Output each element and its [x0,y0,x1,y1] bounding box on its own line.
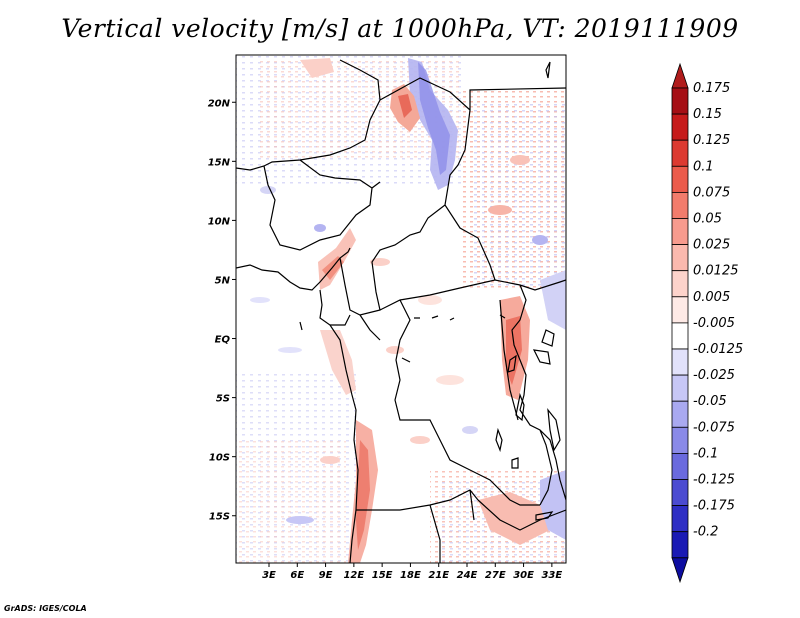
colorbar-swatch [671,87,689,115]
lat-label: EQ [215,335,231,346]
colorbar-swatch [671,479,689,507]
colorbar-swatch [671,218,689,246]
lon-label: 21E [428,570,449,581]
colorbar-swatch [671,400,689,428]
lon-label: 24E [457,570,478,581]
colorbar-swatch [671,505,689,533]
colorbar-label: -0.0125 [693,342,743,357]
lon-axis: 3E 6E 9E 12E 15E 18E 21E 24E 27E 30E 33E [262,563,562,581]
colorbar-swatch [671,139,689,167]
border-nigeria [263,159,381,251]
colorbar-label: 0.005 [693,290,730,305]
colorbar-label: -0.025 [693,368,735,383]
lake-outlines [299,61,561,521]
field-red-east-core [506,316,522,385]
field-red-west-coast [320,330,356,395]
field-red-nw [300,58,334,78]
border-east [499,284,566,506]
lon-label: 6E [290,570,304,581]
credit-label: GrADS: IGES/COLA [4,604,87,613]
lon-label: 33E [541,570,562,581]
lat-label: 15S [209,512,230,523]
lat-axis: 20N 15N 10N 5N EQ 5S 10S 15S [208,98,236,523]
colorbar-label: -0.1 [693,446,718,461]
lon-label: 12E [343,570,364,581]
field-small-blobs [250,155,548,524]
colorbar-bottom-arrow [671,557,689,584]
colorbar-swatch [671,452,689,480]
colorbar-swatch [671,531,689,559]
colorbar-swatch [671,191,689,219]
lat-label: 15N [208,157,231,168]
border-central [330,257,566,506]
lon-label: 15E [372,570,393,581]
colorbar-swatch [671,113,689,141]
colorbar-label: 0.0125 [693,264,739,279]
lon-label: 9E [319,570,333,581]
map-frame [235,54,567,564]
velocity-field [236,55,566,563]
field-blue-streak-core [418,62,450,175]
lat-label: 10S [209,453,230,464]
border-north [236,59,566,311]
colorbar-label: 0.025 [693,238,730,253]
lat-label: 20N [208,98,231,109]
colorbar-labels: 0.175 0.15 0.125 0.1 0.075 0.05 0.025 0.0125 0.0… [693,81,743,540]
colorbar-label: -0.075 [693,420,735,435]
colorbar-label: 0.075 [693,185,730,200]
field-red-sw-coast-core [356,440,370,550]
lon-label: 18E [400,570,421,581]
lat-label: 5S [216,394,230,405]
field-red-north-core [398,94,412,118]
colorbar-label: 0.1 [693,159,714,174]
field-blue-east [540,270,566,330]
colorbar-swatch [671,322,689,350]
colorbar-swatches [671,62,689,584]
colorbar-label: 0.15 [693,107,722,122]
colorbar-label: 0.125 [693,133,730,148]
colorbar-swatch [671,270,689,298]
colorbar-swatch [671,348,689,376]
colorbar-label: -0.125 [693,473,735,488]
chart-title: Vertical velocity [m/s] at 1000hPa, VT: … [61,14,739,43]
colorbar-top-arrow [671,62,689,89]
lon-label: 3E [262,570,276,581]
border-south [356,489,566,563]
colorbar-swatch [671,374,689,402]
colorbar-swatch [671,296,689,324]
colorbar-label: -0.05 [693,394,727,409]
lon-label: 27E [485,570,506,581]
field-ne-noise-neg [470,100,566,290]
colorbar-label: -0.005 [693,316,735,331]
colorbar-swatch [671,165,689,193]
lat-label: 5N [215,275,231,286]
lat-label: 10N [208,216,231,227]
lon-label: 30E [513,570,534,581]
colorbar-label: 0.05 [693,212,722,227]
colorbar-swatch [671,244,689,272]
field-blue-se [540,470,566,540]
colorbar-swatch [671,426,689,454]
colorbar-label: 0.175 [693,81,730,96]
colorbar-label: -0.2 [693,525,718,540]
coastlines-borders [236,59,566,563]
colorbar-label: -0.175 [693,499,735,514]
